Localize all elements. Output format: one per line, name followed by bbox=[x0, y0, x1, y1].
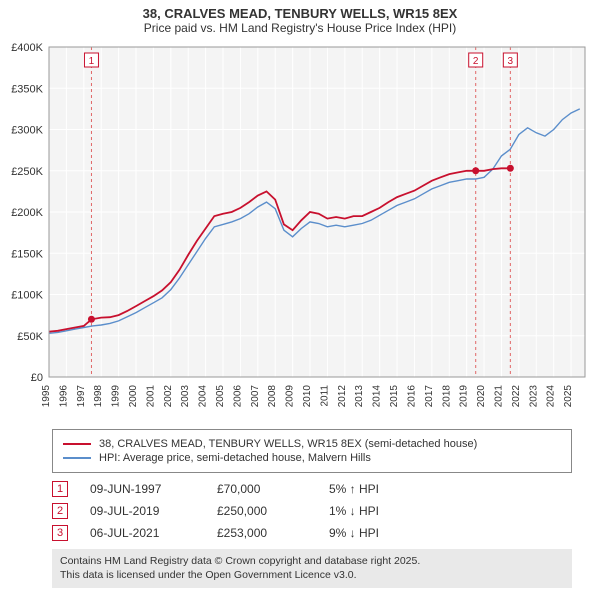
svg-text:£100K: £100K bbox=[11, 290, 43, 302]
svg-text:1995: 1995 bbox=[41, 385, 52, 408]
legend-swatch-1 bbox=[63, 443, 91, 445]
svg-text:2025: 2025 bbox=[563, 385, 574, 408]
svg-text:2001: 2001 bbox=[145, 385, 156, 408]
svg-text:2005: 2005 bbox=[215, 385, 226, 408]
svg-text:£50K: £50K bbox=[17, 331, 43, 343]
svg-text:2018: 2018 bbox=[441, 385, 452, 408]
event-price: £253,000 bbox=[217, 526, 307, 540]
svg-text:£150K: £150K bbox=[11, 248, 43, 260]
svg-text:2016: 2016 bbox=[406, 385, 417, 408]
event-marker: 2 bbox=[52, 503, 68, 519]
svg-text:1997: 1997 bbox=[76, 385, 87, 408]
events-table: 1 09-JUN-1997 £70,000 5% ↑ HPI 2 09-JUL-2019 £… bbox=[52, 481, 572, 541]
svg-text:2015: 2015 bbox=[389, 385, 400, 408]
event-hpi: 5% ↑ HPI bbox=[329, 482, 439, 496]
svg-text:£250K: £250K bbox=[11, 166, 43, 178]
event-marker: 1 bbox=[52, 481, 68, 497]
event-date: 09-JUN-1997 bbox=[90, 482, 195, 496]
attribution-line2: This data is licensed under the Open Gov… bbox=[60, 569, 564, 583]
svg-text:2003: 2003 bbox=[180, 385, 191, 408]
svg-text:2002: 2002 bbox=[163, 385, 174, 408]
svg-text:2020: 2020 bbox=[476, 385, 487, 408]
svg-text:1999: 1999 bbox=[111, 385, 122, 408]
svg-text:£400K: £400K bbox=[11, 42, 43, 54]
legend-label-2: HPI: Average price, semi-detached house,… bbox=[99, 452, 371, 464]
legend-label-1: 38, CRALVES MEAD, TENBURY WELLS, WR15 8E… bbox=[99, 438, 477, 450]
svg-text:2012: 2012 bbox=[337, 385, 348, 408]
attribution-line1: Contains HM Land Registry data © Crown c… bbox=[60, 555, 564, 569]
svg-text:2009: 2009 bbox=[285, 385, 296, 408]
svg-text:2008: 2008 bbox=[267, 385, 278, 408]
svg-text:£350K: £350K bbox=[11, 83, 43, 95]
svg-text:£0: £0 bbox=[31, 372, 43, 384]
svg-text:£200K: £200K bbox=[11, 207, 43, 219]
legend-item-1: 38, CRALVES MEAD, TENBURY WELLS, WR15 8E… bbox=[63, 438, 561, 450]
svg-text:2000: 2000 bbox=[128, 385, 139, 408]
svg-text:1998: 1998 bbox=[93, 385, 104, 408]
svg-text:2014: 2014 bbox=[372, 385, 383, 408]
event-hpi: 1% ↓ HPI bbox=[329, 504, 439, 518]
event-row: 1 09-JUN-1997 £70,000 5% ↑ HPI bbox=[52, 481, 572, 497]
svg-text:2021: 2021 bbox=[493, 385, 504, 408]
line-chart-svg: £0 £50K £100K £150K £200K £250K £300K £350K £400… bbox=[5, 41, 595, 421]
svg-text:2004: 2004 bbox=[198, 385, 209, 408]
svg-text:2011: 2011 bbox=[319, 385, 330, 407]
svg-text:2017: 2017 bbox=[424, 385, 435, 408]
event-hpi: 9% ↓ HPI bbox=[329, 526, 439, 540]
svg-text:2019: 2019 bbox=[459, 385, 470, 408]
event-price: £250,000 bbox=[217, 504, 307, 518]
svg-text:2: 2 bbox=[473, 56, 479, 67]
svg-text:2024: 2024 bbox=[546, 385, 557, 408]
svg-text:£300K: £300K bbox=[11, 125, 43, 137]
svg-text:3: 3 bbox=[508, 56, 514, 67]
chart-title-line2: Price paid vs. HM Land Registry's House … bbox=[0, 21, 600, 41]
svg-text:1: 1 bbox=[89, 56, 95, 67]
event-row: 3 06-JUL-2021 £253,000 9% ↓ HPI bbox=[52, 525, 572, 541]
event-date: 06-JUL-2021 bbox=[90, 526, 195, 540]
svg-text:2010: 2010 bbox=[302, 385, 313, 408]
event-marker: 3 bbox=[52, 525, 68, 541]
event-date: 09-JUL-2019 bbox=[90, 504, 195, 518]
event-price: £70,000 bbox=[217, 482, 307, 496]
svg-text:2006: 2006 bbox=[232, 385, 243, 408]
svg-text:2022: 2022 bbox=[511, 385, 522, 408]
svg-text:2013: 2013 bbox=[354, 385, 365, 408]
legend-swatch-2 bbox=[63, 457, 91, 459]
svg-text:1996: 1996 bbox=[58, 385, 69, 408]
chart-area: £0 £50K £100K £150K £200K £250K £300K £350K £400… bbox=[5, 41, 595, 421]
attribution: Contains HM Land Registry data © Crown c… bbox=[52, 549, 572, 588]
chart-title-line1: 38, CRALVES MEAD, TENBURY WELLS, WR15 8E… bbox=[0, 0, 600, 21]
legend: 38, CRALVES MEAD, TENBURY WELLS, WR15 8E… bbox=[52, 429, 572, 473]
svg-text:2023: 2023 bbox=[528, 385, 539, 408]
legend-item-2: HPI: Average price, semi-detached house,… bbox=[63, 452, 561, 464]
event-row: 2 09-JUL-2019 £250,000 1% ↓ HPI bbox=[52, 503, 572, 519]
svg-text:2007: 2007 bbox=[250, 385, 261, 408]
